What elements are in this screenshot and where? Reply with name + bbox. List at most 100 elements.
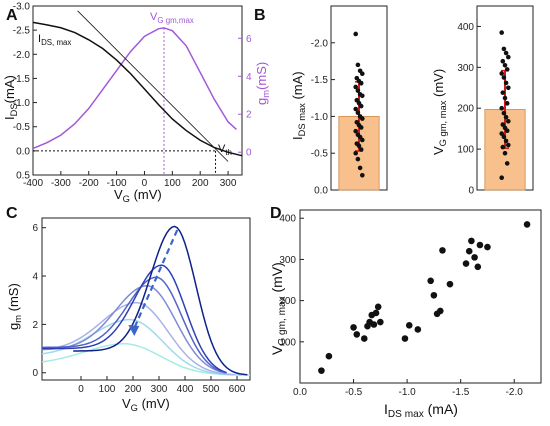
panel-b-left-point xyxy=(360,116,365,121)
panel-d-point xyxy=(370,321,378,328)
panel-b-left-ytick-label: -1.0 xyxy=(311,112,329,123)
panel-c-ylabel: gm (mS) xyxy=(6,283,23,330)
panel-b-right-point xyxy=(503,138,509,144)
panel-b-left-point xyxy=(353,128,359,134)
panel-label-a: A xyxy=(6,7,18,24)
panel-d-point xyxy=(360,335,368,342)
panel-b-left-ytick-label: -1.5 xyxy=(311,75,329,86)
panel-a-ytick-right-label: 4 xyxy=(246,72,252,83)
panel-a-xtick-label: 200 xyxy=(192,178,209,189)
panel-a-annotation-vth: Vth xyxy=(218,143,232,157)
panel-d-xtick-label: -1.5 xyxy=(452,387,470,398)
panel-b-right-point xyxy=(500,122,506,127)
panel-d-chart: 0.0 -0.5 -1.0 -1.5 -2.0 100 200 300 400 IDS max (… xyxy=(269,209,542,420)
panel-b-left-ytick-label: -0.5 xyxy=(311,149,329,160)
panel-c-arrowhead xyxy=(128,325,140,337)
panel-a-xtick-label: -100 xyxy=(107,178,127,189)
panel-a-ytick-right-label: 6 xyxy=(246,34,252,45)
panel-a-xtick-label: -400 xyxy=(23,178,43,189)
panel-b-left-ytick-label: -2.0 xyxy=(311,38,329,49)
panel-b-left-point xyxy=(357,165,363,171)
panel-d-point xyxy=(484,243,491,251)
panel-a-ytick-label: -1.0 xyxy=(13,98,31,109)
panel-b-right-point xyxy=(501,75,507,80)
panel-b-right-point xyxy=(503,114,509,120)
panel-b-right-point xyxy=(502,62,508,68)
panel-a-ytick-label: -1.5 xyxy=(13,74,31,85)
panel-d-point xyxy=(523,221,531,228)
panel-d-point xyxy=(427,277,434,285)
panel-d-xlabel: IDS max (mA) xyxy=(384,401,458,420)
panel-c-ytick-label: 6 xyxy=(32,223,38,234)
panel-b-right-point xyxy=(499,131,505,136)
panel-b-left-point xyxy=(358,103,364,109)
panel-a-xlabel: VG (mV) xyxy=(114,187,162,204)
panel-d-ytick-label: 100 xyxy=(279,337,296,348)
panel-d-point xyxy=(414,326,422,333)
panel-a-ids-curve xyxy=(32,21,243,157)
panel-c-xlabel: VG (mV) xyxy=(122,396,170,413)
panel-b-left-point xyxy=(358,125,364,130)
panel-d-point xyxy=(430,291,438,299)
panel-d-xtick-label: -0.5 xyxy=(345,387,363,398)
panel-d-point xyxy=(405,322,413,329)
panel-d-ytick-label: 400 xyxy=(279,214,296,225)
panel-a-xtick-label: 100 xyxy=(164,178,181,189)
panel-a-xtick-label: -200 xyxy=(79,178,99,189)
panel-d-frame xyxy=(299,209,542,384)
panel-a-ytick-label: -2.5 xyxy=(13,26,31,37)
panel-label-d: D xyxy=(270,205,282,222)
panel-c-xtick-label: 300 xyxy=(151,384,168,395)
panel-b-right-point xyxy=(504,161,510,166)
panel-b-left-point xyxy=(360,137,365,143)
panel-a-ytick-right-label: 2 xyxy=(246,110,252,121)
panel-b-left-point xyxy=(353,106,359,112)
panel-a-ytick-label: 0.0 xyxy=(16,146,30,157)
panel-a-annotation-ids-max: IDS, max xyxy=(38,33,71,47)
panel-b-right-point xyxy=(501,110,507,116)
panel-b-right-point xyxy=(501,46,507,52)
panel-b-right-point xyxy=(501,134,507,140)
panel-b-right-chart: 0 100 200 300 400 VG gm, max (mV) xyxy=(431,5,534,197)
panel-d-point xyxy=(476,241,484,249)
panel-b-right-point xyxy=(502,95,508,101)
panel-d-point xyxy=(439,247,446,254)
panel-c-frame xyxy=(41,217,251,381)
panel-a-ytick-label: -0.5 xyxy=(13,122,31,133)
panel-b-left-point xyxy=(360,93,365,99)
panel-b-left-point xyxy=(360,172,365,178)
panel-d-point xyxy=(462,260,470,267)
panel-a-chart: -400 -300 -200 -100 0 100 200 300 -3.0 -2.5 -2.0 -1… xyxy=(2,2,271,205)
panel-a-ylabel-left: IDS(mA) xyxy=(2,75,19,120)
panel-b-right-point xyxy=(504,101,510,106)
panel-c-gm-curve xyxy=(41,301,235,376)
panel-d-point xyxy=(318,367,325,374)
panel-c-xtick-label: 500 xyxy=(203,384,220,395)
panel-b-right-point xyxy=(500,58,506,64)
panel-b-right-point xyxy=(506,142,511,148)
panel-a-annotation-vg-gm-max: VG gm,max xyxy=(150,11,194,25)
panel-d-point xyxy=(377,318,384,326)
panel-b-right-ylabel: VG gm, max (mV) xyxy=(431,69,448,155)
panel-b-right-ytick-label: 400 xyxy=(457,22,474,33)
panel-d-ytick-label: 200 xyxy=(279,296,296,307)
panel-c-xtick-label: 600 xyxy=(229,384,246,395)
panel-label-b: B xyxy=(254,7,266,24)
panel-c-xtick-label: 0 xyxy=(78,384,84,395)
panel-d-ylabel: VG gm, max (mV) xyxy=(269,262,288,355)
panel-c-xtick-label: 400 xyxy=(177,384,194,395)
panel-a-tangent-line xyxy=(77,10,229,162)
panel-b-right-point xyxy=(506,85,511,91)
panel-d-point xyxy=(446,280,454,288)
panel-d-point xyxy=(468,237,475,245)
panel-a-ytick-label: 0.5 xyxy=(16,171,30,182)
panel-b-left-point xyxy=(353,84,359,90)
panel-d-point xyxy=(353,331,361,338)
panel-b-left-point xyxy=(358,80,364,86)
panel-d-point xyxy=(350,324,357,331)
panel-b-right-point xyxy=(500,144,506,150)
panel-c-trend-arrow xyxy=(133,229,179,329)
panel-b-right-point xyxy=(504,128,510,134)
panel-d-xtick-label: -1.0 xyxy=(398,387,416,398)
panel-b-right-ytick-label: 300 xyxy=(457,63,474,74)
